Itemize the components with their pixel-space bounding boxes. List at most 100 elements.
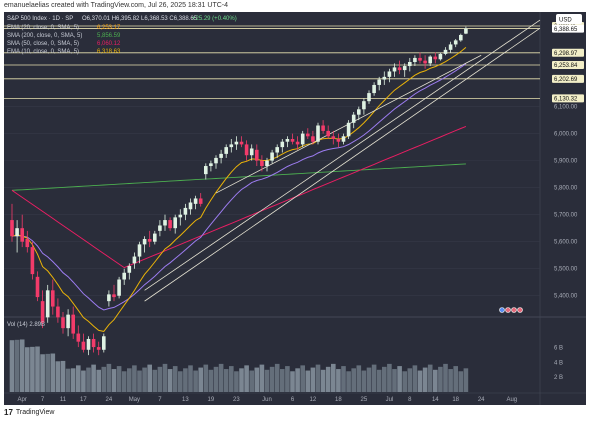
candle[interactable] bbox=[20, 214, 24, 248]
candle[interactable] bbox=[81, 333, 86, 353]
candle[interactable] bbox=[392, 63, 397, 77]
candle[interactable] bbox=[158, 220, 162, 237]
candle[interactable] bbox=[153, 230, 157, 245]
candle[interactable] bbox=[408, 57, 412, 72]
candle[interactable] bbox=[132, 252, 137, 269]
candle[interactable] bbox=[459, 33, 463, 42]
candle[interactable] bbox=[382, 71, 387, 85]
candle[interactable] bbox=[275, 144, 279, 158]
currency-box[interactable] bbox=[556, 14, 582, 24]
candle[interactable] bbox=[285, 136, 290, 148]
candle[interactable] bbox=[204, 163, 208, 180]
candle[interactable] bbox=[316, 122, 320, 145]
candle[interactable] bbox=[244, 140, 249, 161]
candle[interactable] bbox=[66, 309, 70, 337]
candle[interactable] bbox=[453, 39, 458, 48]
candle[interactable] bbox=[270, 149, 274, 164]
candle[interactable] bbox=[295, 136, 300, 150]
event-badge-3[interactable] bbox=[511, 307, 517, 313]
candle[interactable] bbox=[438, 52, 443, 61]
candle[interactable] bbox=[229, 139, 234, 153]
candle[interactable] bbox=[402, 63, 407, 77]
candle[interactable] bbox=[137, 241, 142, 264]
candle-body bbox=[362, 101, 366, 110]
event-badge-2[interactable] bbox=[505, 307, 511, 313]
candle[interactable] bbox=[397, 60, 402, 75]
candle[interactable] bbox=[260, 155, 264, 172]
candle[interactable] bbox=[433, 52, 438, 64]
candle[interactable] bbox=[40, 290, 45, 329]
candle[interactable] bbox=[10, 203, 14, 242]
candle[interactable] bbox=[178, 209, 183, 226]
candle[interactable] bbox=[387, 68, 392, 83]
candle[interactable] bbox=[239, 136, 244, 148]
candle[interactable] bbox=[25, 230, 30, 253]
candle[interactable] bbox=[300, 130, 305, 148]
candle[interactable] bbox=[341, 133, 346, 145]
price-chart[interactable]: 6,100.00 6,000.00 5,900.00 5,800.00 5,700.00… bbox=[4, 12, 586, 405]
candle[interactable] bbox=[56, 298, 60, 323]
candle[interactable] bbox=[30, 241, 35, 280]
candle[interactable] bbox=[224, 144, 228, 158]
candle[interactable] bbox=[372, 82, 376, 96]
candle[interactable] bbox=[96, 341, 101, 356]
x-tick-label-12: 12 bbox=[310, 397, 317, 403]
candle[interactable] bbox=[346, 120, 351, 140]
candle[interactable] bbox=[290, 133, 295, 145]
candle[interactable] bbox=[173, 214, 177, 234]
candle[interactable] bbox=[35, 271, 40, 302]
candle[interactable] bbox=[117, 276, 121, 299]
candle[interactable] bbox=[188, 198, 193, 215]
candle[interactable] bbox=[234, 136, 239, 150]
candle[interactable] bbox=[321, 120, 325, 134]
candle[interactable] bbox=[443, 47, 448, 56]
candle[interactable] bbox=[351, 111, 356, 129]
candle[interactable] bbox=[311, 130, 315, 145]
candle[interactable] bbox=[326, 125, 330, 140]
candle[interactable] bbox=[377, 76, 381, 91]
candle[interactable] bbox=[102, 333, 106, 353]
candle[interactable] bbox=[193, 195, 198, 210]
candle[interactable] bbox=[413, 55, 417, 67]
candle[interactable] bbox=[209, 160, 213, 172]
candle[interactable] bbox=[428, 55, 432, 67]
candle[interactable] bbox=[45, 284, 50, 323]
candle[interactable] bbox=[423, 55, 427, 69]
candle[interactable] bbox=[71, 306, 75, 339]
candle[interactable] bbox=[418, 52, 422, 64]
candle[interactable] bbox=[448, 41, 453, 53]
candle[interactable] bbox=[280, 139, 285, 153]
candle[interactable] bbox=[336, 133, 341, 148]
candle[interactable] bbox=[219, 149, 223, 164]
candle[interactable] bbox=[86, 336, 91, 356]
candle[interactable] bbox=[147, 230, 152, 248]
candle[interactable] bbox=[255, 144, 259, 167]
candle[interactable] bbox=[127, 263, 132, 280]
candle[interactable] bbox=[142, 236, 147, 253]
candle[interactable] bbox=[76, 325, 81, 348]
candle[interactable] bbox=[183, 203, 188, 221]
candle[interactable] bbox=[51, 279, 55, 315]
candle[interactable] bbox=[464, 26, 468, 35]
chart-panel[interactable]: 6,100.00 6,000.00 5,900.00 5,800.00 5,700.00… bbox=[4, 12, 586, 405]
tradingview-logo[interactable]: 17 TradingView bbox=[4, 408, 54, 417]
candle[interactable] bbox=[168, 217, 172, 231]
candle[interactable] bbox=[306, 128, 310, 140]
candle[interactable] bbox=[91, 333, 96, 353]
candle[interactable] bbox=[265, 157, 269, 172]
candle[interactable] bbox=[362, 98, 366, 115]
candle[interactable] bbox=[15, 220, 19, 253]
candle[interactable] bbox=[107, 290, 111, 307]
candle[interactable] bbox=[357, 106, 361, 121]
candle[interactable] bbox=[214, 155, 218, 169]
candle[interactable] bbox=[367, 90, 371, 104]
candle[interactable] bbox=[122, 268, 126, 285]
event-badge-1[interactable] bbox=[499, 307, 505, 313]
candle[interactable] bbox=[331, 130, 336, 145]
candle[interactable] bbox=[163, 214, 167, 231]
candle[interactable] bbox=[249, 144, 254, 161]
event-badge-4[interactable] bbox=[517, 307, 523, 313]
candle[interactable] bbox=[61, 311, 65, 334]
candle[interactable] bbox=[112, 284, 116, 302]
candle[interactable] bbox=[198, 193, 203, 207]
